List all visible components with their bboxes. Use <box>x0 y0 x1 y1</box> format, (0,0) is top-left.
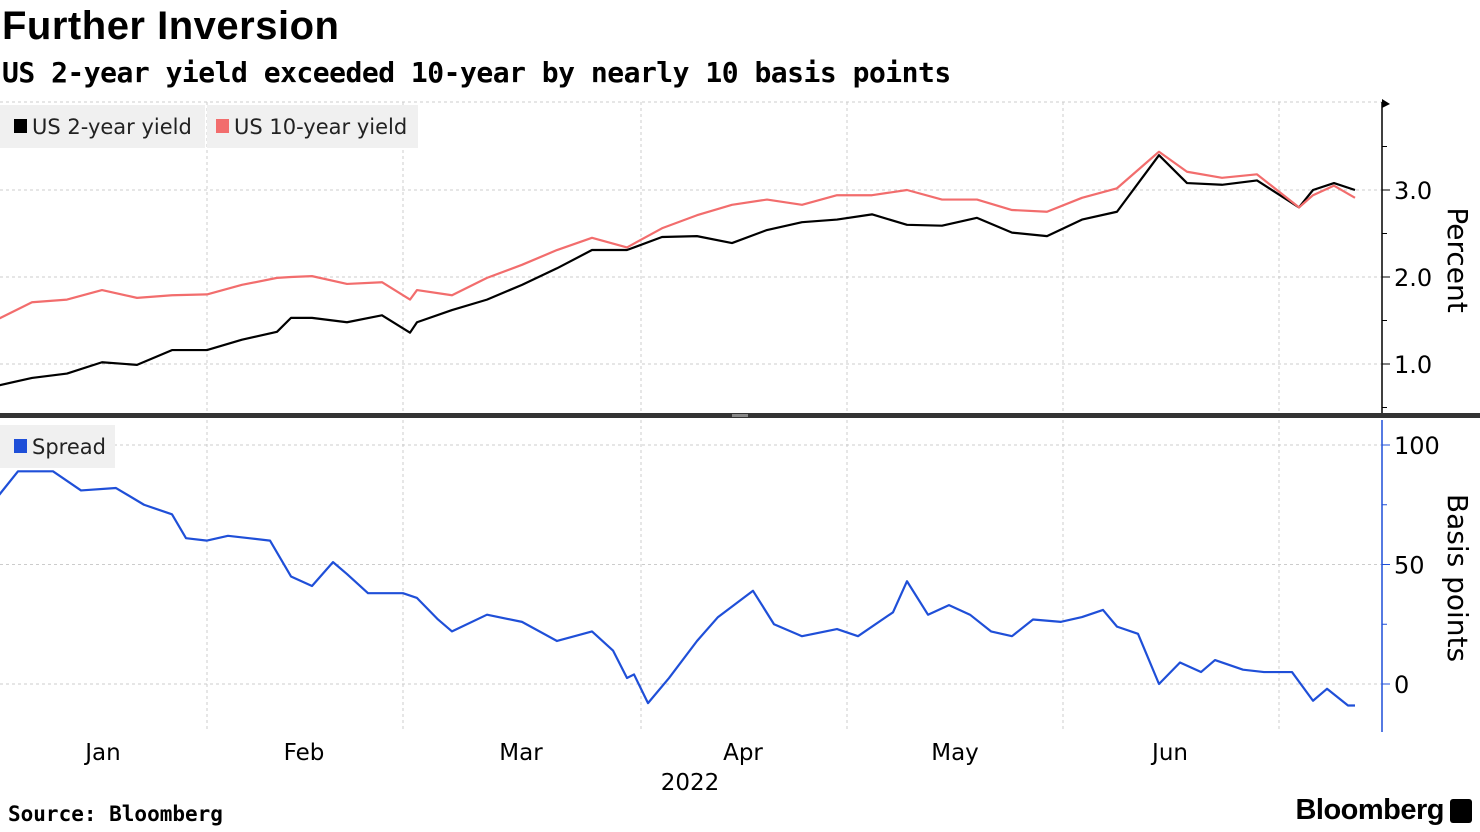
y-tick-label: 2.0 <box>1394 264 1432 292</box>
bloomberg-logo-icon <box>1450 798 1472 823</box>
legend-top: US 2-year yield US 10-year yield <box>0 105 418 148</box>
x-tick-label: Apr <box>723 740 763 766</box>
x-tick-label: May <box>931 740 979 766</box>
gridlines <box>0 101 1382 732</box>
legend-label-10y: US 10-year yield <box>234 115 407 139</box>
x-axis-year-label: 2022 <box>661 770 720 796</box>
chart-subtitle: US 2-year yield exceeded 10-year by near… <box>2 56 951 89</box>
top-axis-arrow <box>1382 99 1390 108</box>
series-line-us-2-year <box>0 154 1356 387</box>
source-note: Source: Bloomberg <box>8 802 223 826</box>
y-tick-label: 100 <box>1394 432 1440 460</box>
top-y-axis-title: Percent <box>1441 207 1474 312</box>
x-tick-label: Jan <box>83 740 120 766</box>
y-tick-label: 50 <box>1394 552 1425 580</box>
y-tick-label: 0 <box>1394 671 1409 699</box>
legend-label-2y: US 2-year yield <box>32 115 192 139</box>
legend-bottom: Spread <box>0 425 115 468</box>
x-tick-label: Feb <box>284 740 325 766</box>
y-tick-label: 3.0 <box>1394 177 1432 205</box>
legend-swatch-10y <box>216 119 229 133</box>
bloomberg-logo: Bloomberg <box>1295 794 1472 827</box>
x-tick-label: Mar <box>499 740 543 766</box>
x-tick-label: Jun <box>1150 740 1188 766</box>
y-tick-label: 1.0 <box>1394 351 1432 379</box>
panel-resize-handle[interactable] <box>732 414 748 417</box>
series-line-us-10-year <box>0 150 1356 320</box>
legend-label-spread: Spread <box>32 435 106 459</box>
chart-title: Further Inversion <box>2 4 340 48</box>
series-line-spread <box>0 470 1355 707</box>
legend-swatch-spread <box>14 439 27 453</box>
bottom-y-axis-title: Basis points <box>1441 494 1474 662</box>
logo-text: Bloomberg <box>1295 794 1444 826</box>
legend-swatch-2y <box>14 119 27 133</box>
